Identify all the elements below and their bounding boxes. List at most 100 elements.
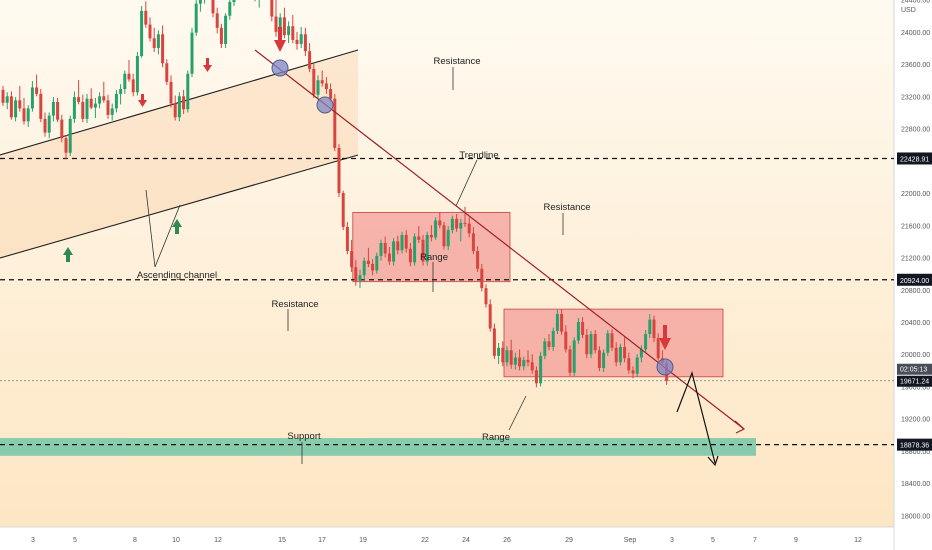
- candle: [60, 114, 64, 143]
- candle: [534, 366, 538, 388]
- candle: [476, 246, 480, 273]
- candle: [169, 75, 173, 108]
- candle: [488, 299, 492, 332]
- candle: [308, 43, 312, 73]
- candle: [85, 93, 89, 123]
- candle: [484, 284, 488, 308]
- candle: [526, 350, 530, 367]
- candle: [337, 143, 341, 198]
- down-arrow-icon: [659, 325, 671, 350]
- projection-arrowhead: [707, 455, 719, 467]
- candle: [513, 352, 517, 370]
- up-arrow-icon: [63, 247, 73, 262]
- candle: [597, 346, 601, 372]
- candle: [345, 222, 349, 255]
- price-tick-label: 18000.00: [901, 513, 930, 520]
- candle: [392, 238, 396, 266]
- price-tick-label: 23600.00: [901, 62, 930, 69]
- candle: [463, 206, 467, 227]
- candle: [30, 81, 34, 112]
- candle: [102, 81, 106, 103]
- price-tick-label: 22800.00: [901, 127, 930, 134]
- candle: [47, 112, 51, 139]
- candle: [572, 337, 576, 377]
- candle: [606, 330, 610, 356]
- candle: [648, 313, 652, 339]
- price-tick-label: 22000.00: [901, 191, 930, 198]
- candle: [224, 13, 228, 48]
- candle: [417, 226, 421, 244]
- pointer-line: [145, 189, 156, 268]
- candle: [106, 94, 110, 119]
- date-tick-label: 3: [31, 537, 35, 544]
- candle: [324, 76, 328, 94]
- label-range-lower: Range: [482, 432, 510, 443]
- candle: [26, 105, 30, 127]
- price-axis-unit: USD: [901, 7, 916, 14]
- label-range-upper: Range: [420, 252, 448, 263]
- candle: [635, 354, 639, 377]
- current-price-badge: [897, 375, 932, 387]
- candle: [530, 354, 534, 374]
- price-tick-label: 19600.00: [901, 384, 930, 391]
- candle: [72, 91, 76, 123]
- candle: [194, 0, 198, 36]
- pointer-line: [154, 204, 181, 268]
- date-tick-label: 19: [359, 537, 367, 544]
- candle: [303, 27, 307, 57]
- candle: [173, 95, 177, 121]
- candle: [404, 230, 408, 253]
- candle: [543, 338, 547, 360]
- candle: [438, 212, 442, 229]
- level-price-badge: [897, 273, 932, 286]
- ascending-channel-fill: [0, 50, 358, 258]
- pointer-line: [455, 159, 478, 207]
- date-axis-panel: [0, 527, 894, 550]
- touch-circle-2: [316, 96, 334, 114]
- candle: [425, 231, 429, 266]
- candle: [450, 215, 454, 234]
- candle: [610, 329, 614, 352]
- candle: [81, 94, 85, 123]
- candle: [316, 75, 320, 100]
- price-tick-label: 23200.00: [901, 94, 930, 101]
- candle: [408, 243, 412, 267]
- candle: [219, 23, 223, 48]
- candle: [186, 70, 190, 113]
- candle: [152, 27, 156, 52]
- level-price-badge-label: 20924.00: [900, 278, 929, 285]
- candle: [282, 7, 286, 39]
- countdown-badge-label: 02:05:13: [900, 367, 927, 374]
- price-tick-label: 21600.00: [901, 223, 930, 230]
- date-tick-label: 9: [794, 537, 798, 544]
- candle: [98, 92, 102, 109]
- candle: [177, 92, 181, 122]
- price-tick-label: 24400.00: [901, 0, 930, 5]
- label-support: Support: [287, 431, 321, 442]
- candle: [123, 70, 127, 94]
- level-price-badge: [897, 152, 932, 165]
- candle: [291, 14, 295, 44]
- candle: [366, 247, 370, 268]
- candle: [379, 239, 383, 261]
- candle: [5, 92, 9, 110]
- candle: [644, 330, 648, 353]
- candle: [56, 97, 60, 123]
- candle: [215, 7, 219, 34]
- candle: [656, 333, 660, 361]
- date-tick-label: 26: [503, 537, 511, 544]
- candle: [396, 235, 400, 255]
- candle: [43, 112, 47, 137]
- candle: [333, 93, 337, 152]
- candle: [362, 257, 366, 282]
- candle: [77, 80, 81, 105]
- candle: [358, 269, 362, 289]
- candle: [148, 17, 152, 42]
- candle: [51, 97, 55, 122]
- level-price-badge: [897, 438, 932, 451]
- countdown-badge: [897, 363, 932, 375]
- candle: [455, 213, 459, 232]
- candle: [564, 325, 568, 353]
- range-box-upper: [352, 211, 511, 283]
